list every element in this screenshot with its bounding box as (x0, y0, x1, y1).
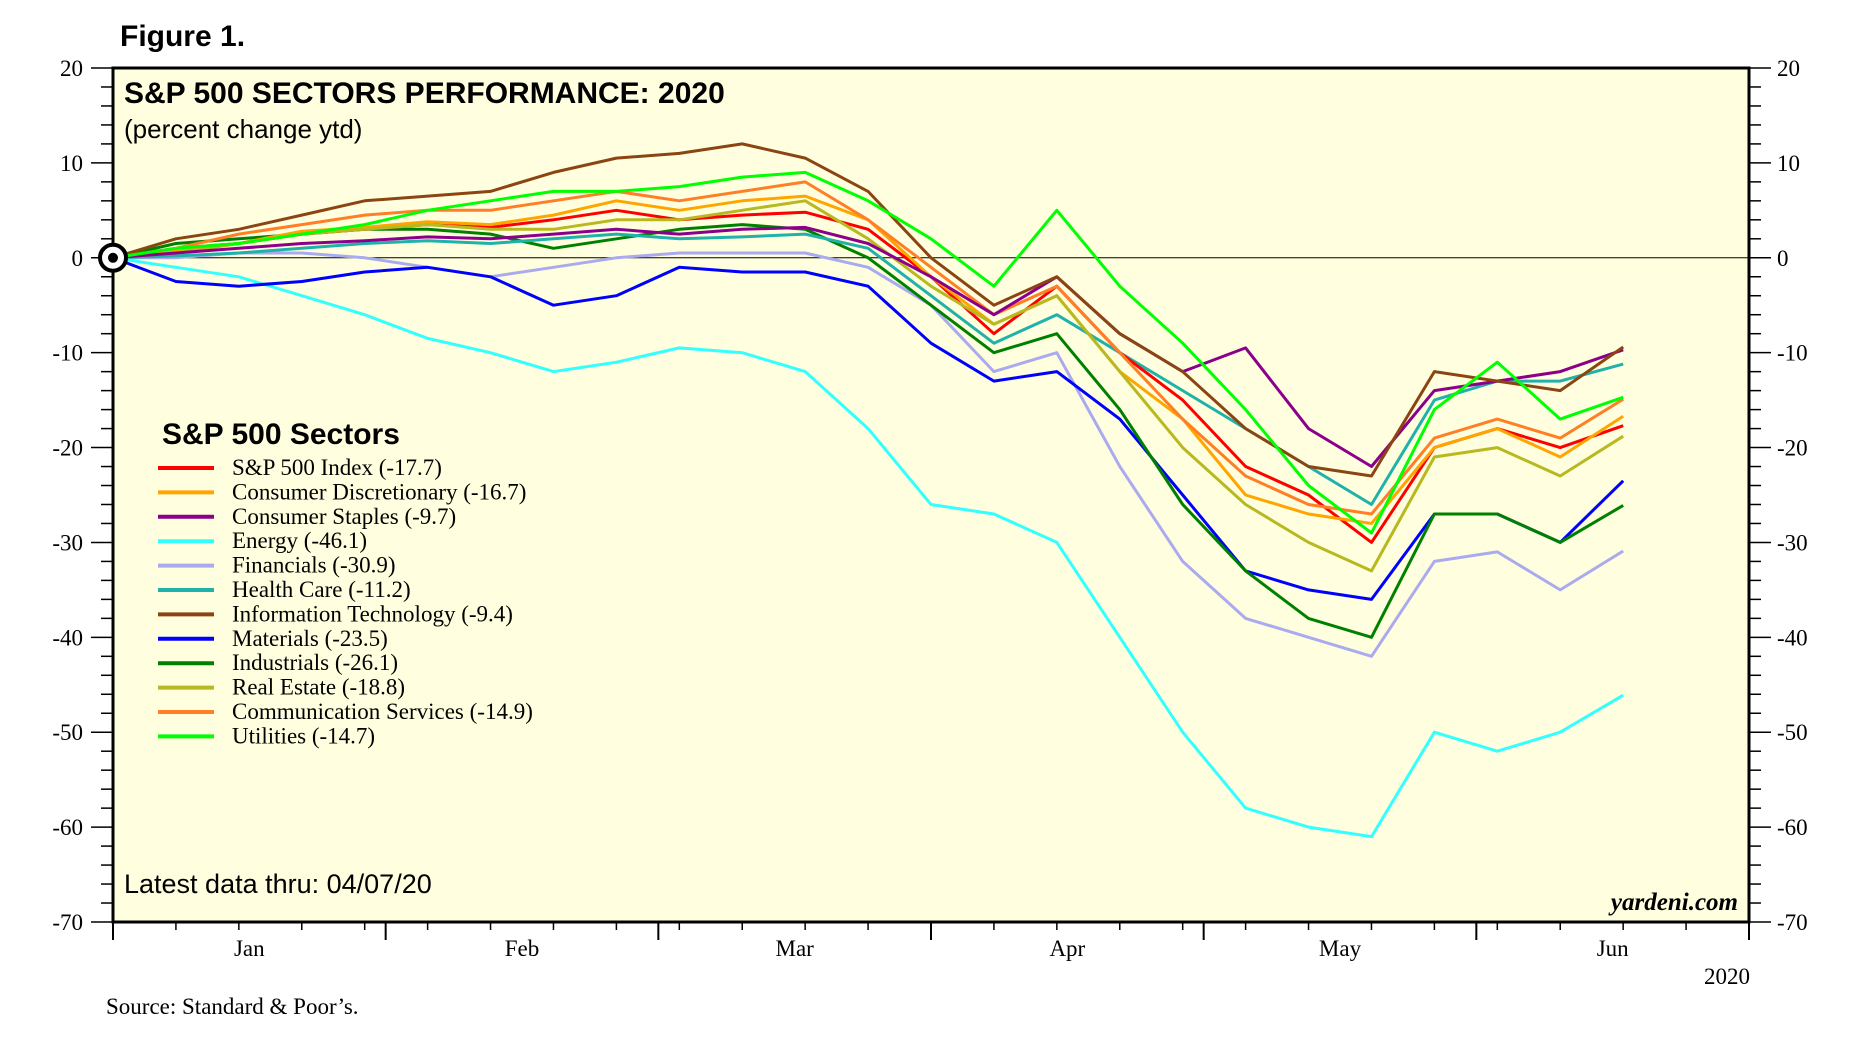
latest-data-note: Latest data thru: 04/07/20 (124, 869, 432, 899)
brand-label: yardeni.com (1608, 889, 1738, 916)
series-line (113, 251, 1624, 658)
y-tick-label-right: -10 (1777, 341, 1808, 366)
x-tick-label: Apr (1049, 936, 1085, 961)
y-axis-right: 20 10 0 -10 -20 -30 -40 -50 -60 -70 (1749, 56, 1808, 935)
year-label: 2020 (1704, 964, 1750, 989)
figure-label: Figure 1. (120, 20, 245, 53)
series-line (112, 256, 1624, 839)
y-tick-label-left: -60 (52, 815, 83, 840)
legend-label: Real Estate (-18.8) (232, 675, 405, 700)
series-lines (112, 142, 1625, 839)
y-tick-label-right: -40 (1777, 625, 1808, 650)
series-line (112, 199, 1625, 573)
y-axis-left: 20 10 0 -10 -20 -30 -40 -50 -60 -70 (52, 56, 113, 935)
y-tick-label-right: -60 (1777, 815, 1808, 840)
legend-label: Information Technology (-9.4) (232, 601, 513, 626)
y-tick-label-left: 10 (60, 151, 83, 176)
y-tick-label-right: 10 (1777, 151, 1800, 176)
plot-area (111, 66, 1751, 924)
chart-subtitle: (percent change ytd) (124, 114, 362, 144)
y-tick-label-left: 20 (60, 56, 83, 81)
legend-label: Utilities (-14.7) (232, 723, 375, 748)
legend-label: Materials (-23.5) (232, 626, 388, 651)
series-line (112, 180, 1624, 516)
legend-label: Financials (-30.9) (232, 553, 396, 578)
y-tick-label-left: -70 (52, 910, 83, 935)
y-tick-label-right: -30 (1777, 530, 1808, 555)
legend: S&P 500 Index (-17.7)Consumer Discretion… (158, 455, 533, 748)
x-tick-label: Jun (1597, 936, 1629, 961)
y-tick-label-right: -50 (1777, 720, 1808, 745)
legend-label: Communication Services (-14.9) (232, 699, 533, 724)
series-line (112, 232, 1624, 506)
y-tick-label-left: -50 (52, 720, 83, 745)
series-line (112, 256, 1625, 601)
y-tick-label-left: 0 (72, 246, 84, 271)
legend-label: Energy (-46.1) (232, 528, 367, 553)
series-line (112, 225, 1624, 468)
legend-label: Consumer Discretionary (-16.7) (232, 479, 526, 504)
y-tick-label-right: -20 (1777, 436, 1808, 461)
y-tick-label-right: 20 (1777, 56, 1800, 81)
legend-label: Consumer Staples (-9.7) (232, 504, 456, 529)
legend-label: Health Care (-11.2) (232, 577, 411, 602)
legend-label: Industrials (-26.1) (232, 650, 398, 675)
series-line (112, 170, 1624, 535)
series-line (112, 142, 1625, 478)
x-tick-label: Feb (505, 936, 540, 961)
y-tick-label-right: -70 (1777, 910, 1808, 935)
y-tick-label-left: -40 (52, 625, 83, 650)
y-tick-label-right: 0 (1777, 246, 1789, 271)
origin-marker (98, 242, 128, 273)
y-tick-label-left: -20 (52, 436, 83, 461)
source-note: Source: Standard & Poor’s. (106, 994, 359, 1019)
y-tick-label-left: -10 (52, 341, 83, 366)
x-axis: Jan Feb Mar Apr May Jun (112, 922, 1750, 961)
chart-title: S&P 500 SECTORS PERFORMANCE: 2020 (124, 77, 725, 110)
x-tick-label: May (1319, 936, 1362, 961)
legend-title: S&P 500 Sectors (162, 418, 400, 451)
y-tick-label-left: -30 (52, 530, 83, 555)
x-tick-label: Mar (776, 936, 815, 961)
legend-label: S&P 500 Index (-17.7) (232, 455, 442, 480)
x-tick-label: Jan (234, 936, 265, 961)
